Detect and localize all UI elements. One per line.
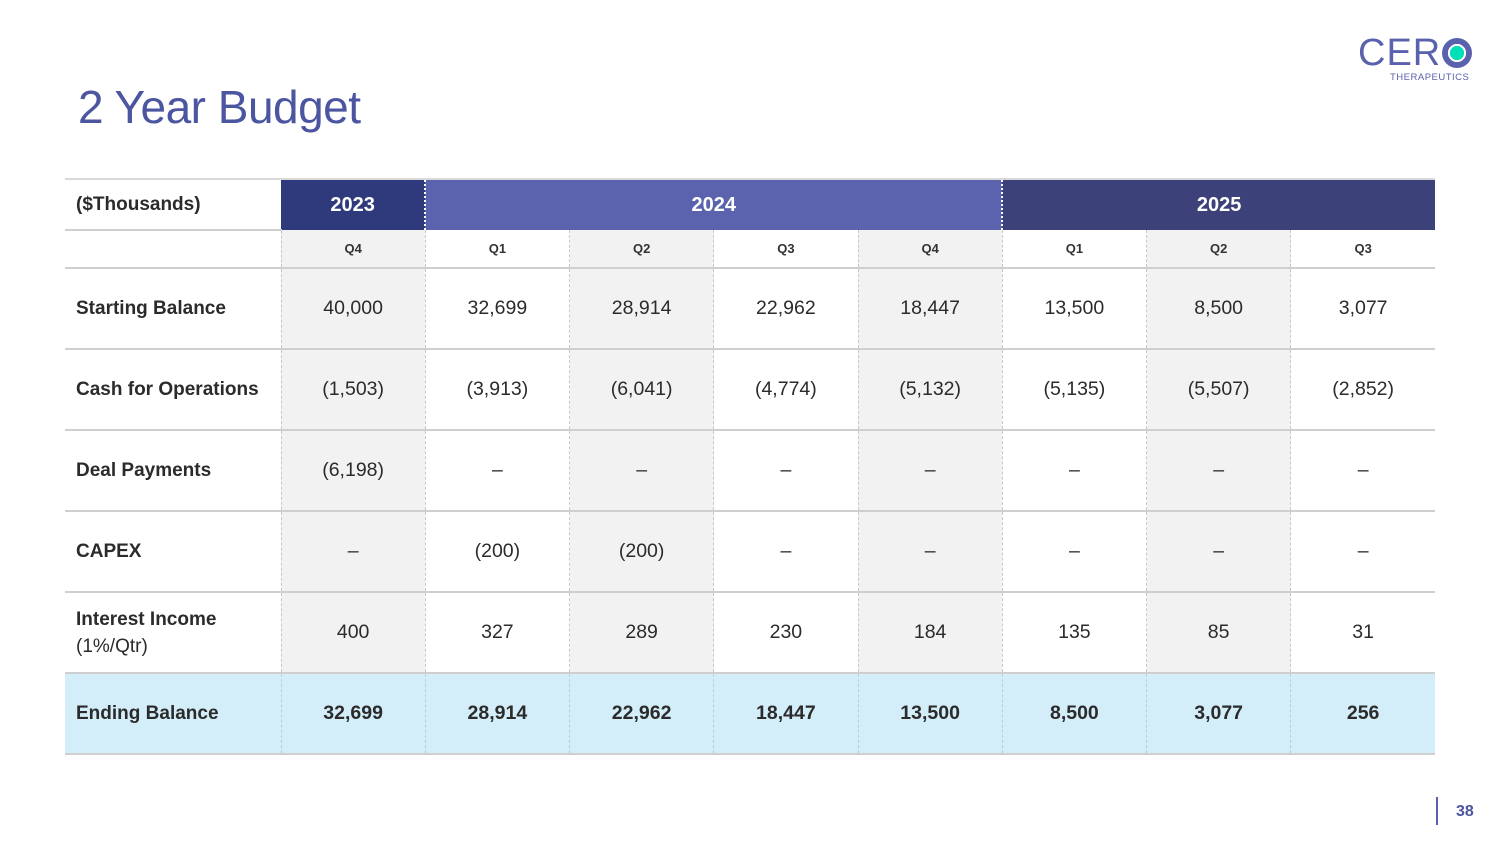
- cero-logo: CER THERAPEUTICS: [1356, 32, 1476, 84]
- table-cell: 31: [1290, 592, 1436, 674]
- table-cell: 13,500: [1001, 268, 1147, 350]
- table-cell: 28,914: [568, 268, 714, 350]
- page-title: 2 Year Budget: [78, 81, 361, 133]
- quarter-header: Q3: [1290, 230, 1436, 269]
- table-row-capex: CAPEX – (200) (200) – – – – –: [65, 511, 1436, 593]
- quarter-header: Q2: [1145, 230, 1291, 269]
- table-cell: (5,507): [1145, 349, 1291, 431]
- table-cell: (1,503): [280, 349, 426, 431]
- logo-subtitle: THERAPEUTICS: [1390, 72, 1470, 83]
- table-cell: (6,198): [280, 430, 426, 512]
- year-header-row: ($Thousands) 2023 2024 2025: [65, 178, 1436, 231]
- table-cell: –: [424, 430, 570, 512]
- table-cell: 28,914: [424, 673, 570, 755]
- table-cell: 256: [1290, 673, 1436, 755]
- row-label: Cash for Operations: [65, 349, 281, 431]
- table-cell: 135: [1001, 592, 1147, 674]
- table-cell: (3,913): [424, 349, 570, 431]
- year-2024-header: 2024: [424, 178, 1003, 230]
- table-cell: –: [857, 430, 1003, 512]
- table-cell: (5,135): [1001, 349, 1147, 431]
- table-cell: –: [713, 430, 858, 512]
- table-cell: (5,132): [857, 349, 1003, 431]
- quarter-header-row: Q4 Q1 Q2 Q3 Q4 Q1 Q2 Q3: [65, 230, 1436, 269]
- year-2023-header: 2023: [281, 178, 426, 230]
- quarter-header: Q1: [1001, 230, 1147, 269]
- table-cell: 327: [424, 592, 570, 674]
- table-cell: 22,962: [713, 268, 858, 350]
- table-cell: –: [568, 430, 714, 512]
- row-label: Interest Income (1%/Qtr): [65, 592, 281, 674]
- row-label: Ending Balance: [65, 673, 281, 755]
- table-row-deal-payments: Deal Payments (6,198) – – – – – – –: [65, 430, 1436, 512]
- quarter-header-blank: [65, 230, 281, 269]
- quarter-header: Q4: [857, 230, 1003, 269]
- table-cell: (200): [568, 511, 714, 593]
- table-row-cash-for-operations: Cash for Operations (1,503) (3,913) (6,0…: [65, 349, 1436, 431]
- page-number-divider: [1436, 797, 1438, 825]
- row-label: CAPEX: [65, 511, 281, 593]
- table-cell: 32,699: [424, 268, 570, 350]
- quarter-header: Q1: [424, 230, 570, 269]
- budget-table: ($Thousands) 2023 2024 2025 Q4 Q1 Q2 Q3 …: [65, 178, 1436, 755]
- table-cell: 8,500: [1145, 268, 1291, 350]
- table-cell: –: [713, 511, 858, 593]
- row-label-line2: (1%/Qtr): [76, 635, 148, 657]
- table-row-ending-balance: Ending Balance 32,699 28,914 22,962 18,4…: [65, 673, 1436, 755]
- table-cell: 13,500: [857, 673, 1003, 755]
- row-label-line1: Interest Income: [76, 608, 217, 630]
- table-cell: 32,699: [280, 673, 426, 755]
- table-cell: 230: [713, 592, 858, 674]
- table-cell: –: [1290, 511, 1436, 593]
- row-label: Deal Payments: [65, 430, 281, 512]
- table-row-interest-income: Interest Income (1%/Qtr) 400 327 289 230…: [65, 592, 1436, 674]
- quarter-header: Q2: [568, 230, 714, 269]
- table-cell: –: [280, 511, 426, 593]
- logo-o-icon: [1442, 38, 1472, 68]
- table-cell: 184: [857, 592, 1003, 674]
- table-cell: 289: [568, 592, 714, 674]
- table-cell: –: [1145, 511, 1291, 593]
- table-cell: –: [1145, 430, 1291, 512]
- page-number: 38: [1456, 803, 1474, 820]
- table-cell: 18,447: [857, 268, 1003, 350]
- table-cell: –: [857, 511, 1003, 593]
- table-row-starting-balance: Starting Balance 40,000 32,699 28,914 22…: [65, 268, 1436, 350]
- quarter-header: Q3: [713, 230, 858, 269]
- table-cell: 3,077: [1290, 268, 1436, 350]
- table-cell: 400: [280, 592, 426, 674]
- table-cell: (6,041): [568, 349, 714, 431]
- table-cell: 22,962: [568, 673, 714, 755]
- row-label: Starting Balance: [65, 268, 281, 350]
- table-cell: 3,077: [1145, 673, 1291, 755]
- table-cell: (4,774): [713, 349, 858, 431]
- table-cell: 40,000: [280, 268, 426, 350]
- year-2025-header: 2025: [1001, 178, 1436, 230]
- units-label: ($Thousands): [65, 178, 281, 231]
- table-cell: (200): [424, 511, 570, 593]
- table-cell: 18,447: [713, 673, 858, 755]
- table-cell: (2,852): [1290, 349, 1436, 431]
- logo-wordmark: CER: [1358, 32, 1442, 74]
- table-cell: 8,500: [1001, 673, 1147, 755]
- quarter-header: Q4: [280, 230, 426, 269]
- table-cell: –: [1001, 430, 1147, 512]
- table-cell: –: [1290, 430, 1436, 512]
- table-cell: 85: [1145, 592, 1291, 674]
- table-cell: –: [1001, 511, 1147, 593]
